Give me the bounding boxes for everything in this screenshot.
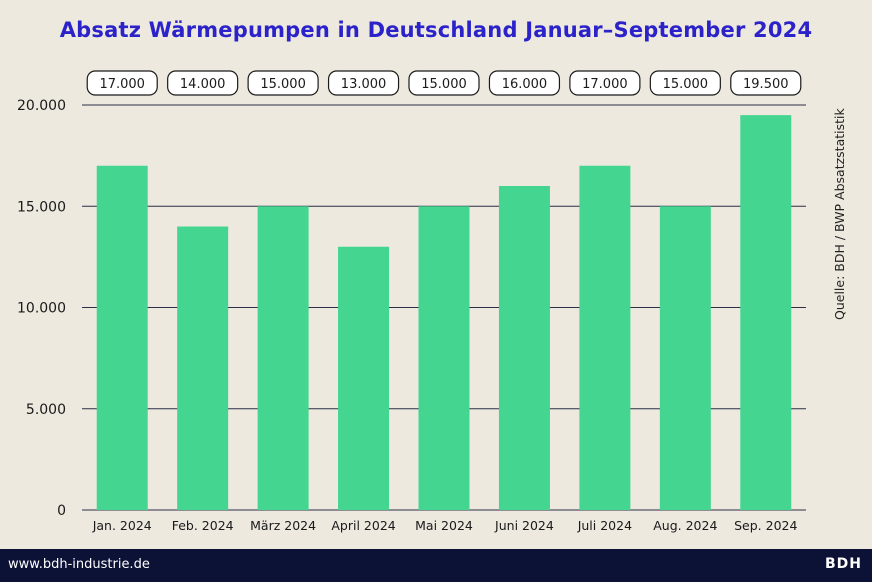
- bar: [740, 115, 792, 510]
- value-label: 16.000: [502, 77, 548, 92]
- footer-bar: www.bdh-industrie.de BDH: [0, 549, 872, 582]
- value-label: 15.000: [421, 77, 467, 92]
- value-label: 17.000: [582, 77, 628, 92]
- value-label-box: [569, 70, 641, 96]
- x-tick-label: April 2024: [331, 518, 395, 533]
- x-tick-label: März 2024: [250, 518, 316, 533]
- value-label: 17.000: [99, 77, 145, 92]
- bdh-logo: BDH: [824, 556, 862, 572]
- x-tick-label: Juli 2024: [577, 518, 632, 533]
- bar: [338, 246, 390, 510]
- bar: [177, 226, 229, 510]
- value-label: 13.000: [341, 77, 387, 92]
- chart-title: Absatz Wärmepumpen in Deutschland Januar…: [59, 18, 813, 42]
- value-label: 15.000: [260, 77, 306, 92]
- x-tick-label: Mai 2024: [415, 518, 473, 533]
- y-tick-label: 10.000: [17, 301, 66, 317]
- bar: [498, 186, 550, 510]
- bar: [257, 206, 309, 510]
- bar: [579, 165, 631, 510]
- bar: [96, 165, 148, 510]
- value-label-box: [167, 70, 239, 96]
- value-label-box: [488, 70, 561, 96]
- value-label-box: [247, 70, 319, 96]
- x-tick-label: Sep. 2024: [734, 518, 797, 533]
- value-label-box: [649, 70, 721, 96]
- value-label: 14.000: [180, 77, 226, 92]
- value-label-box: [327, 70, 400, 96]
- bar-chart: 0 5.000 10.000 15.000 20.000 17.000 Jan. 2024 1…: [17, 70, 806, 533]
- x-tick-label: Jan. 2024: [92, 518, 152, 533]
- x-tick-label: Aug. 2024: [653, 518, 717, 533]
- value-label-box: [408, 70, 480, 96]
- x-tick-label: Juni 2024: [494, 518, 554, 533]
- value-label-box: [86, 70, 158, 96]
- bar: [418, 206, 470, 510]
- y-tick-label: 5.000: [26, 402, 66, 418]
- bar: [659, 206, 711, 510]
- value-label: 19.500: [743, 77, 789, 92]
- y-tick-label: 0: [57, 503, 66, 519]
- footer-url[interactable]: www.bdh-industrie.de: [8, 557, 150, 572]
- x-tick-label: Feb. 2024: [172, 518, 234, 533]
- y-tick-label: 15.000: [17, 199, 66, 215]
- value-label-box: [730, 70, 802, 96]
- value-label: 15.000: [663, 77, 709, 92]
- y-tick-label: 20.000: [17, 98, 66, 114]
- source-label: Quelle: BDH / BWP Absatzstatistik: [832, 108, 847, 320]
